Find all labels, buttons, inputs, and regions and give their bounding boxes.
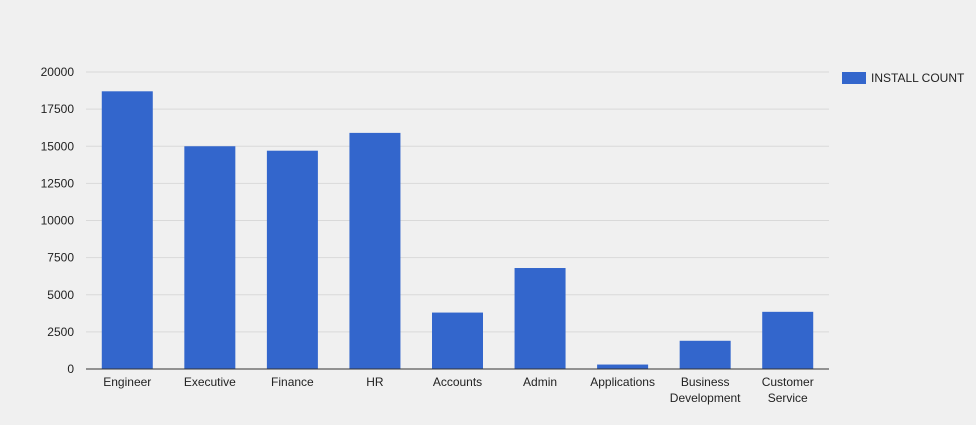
y-tick-label: 15000 (41, 139, 75, 153)
bar[interactable] (432, 312, 483, 369)
x-tick-label: Finance (271, 375, 314, 389)
x-tick-label: Accounts (433, 375, 482, 389)
x-tick-label: Development (670, 391, 741, 405)
y-tick-label: 12500 (41, 176, 75, 190)
y-tick-label: 20000 (41, 65, 75, 79)
x-tick-label: Executive (184, 375, 236, 389)
axes: 0 2500 5000 7500 10000 12500 15000 17500 20000 En… (41, 65, 829, 405)
y-tick-label: 10000 (41, 214, 75, 228)
y-tick-label: 0 (67, 362, 74, 376)
bar[interactable] (349, 132, 401, 369)
y-tick-label: 7500 (47, 251, 74, 265)
x-tick-label: Engineer (103, 375, 151, 389)
bar[interactable] (597, 364, 649, 369)
legend-label: INSTALL COUNT (871, 71, 965, 85)
x-tick-label: Applications (590, 375, 655, 389)
bar[interactable] (101, 91, 153, 370)
bar[interactable] (184, 146, 236, 369)
bar[interactable] (762, 311, 814, 369)
x-tick-label: Admin (523, 375, 557, 389)
bars (101, 91, 814, 370)
y-tick-label: 5000 (47, 288, 74, 302)
bar[interactable] (679, 340, 731, 369)
x-tick-label: Service (768, 391, 808, 405)
bar[interactable] (266, 150, 318, 369)
legend-swatch (842, 72, 866, 84)
x-tick-label: HR (366, 375, 384, 389)
legend: INSTALL COUNT (842, 71, 965, 85)
y-tick-label: 17500 (41, 102, 75, 116)
bar[interactable] (514, 268, 566, 369)
x-tick-label: Customer (762, 375, 814, 389)
y-tick-label: 2500 (47, 325, 74, 339)
x-tick-label: Business (681, 375, 730, 389)
